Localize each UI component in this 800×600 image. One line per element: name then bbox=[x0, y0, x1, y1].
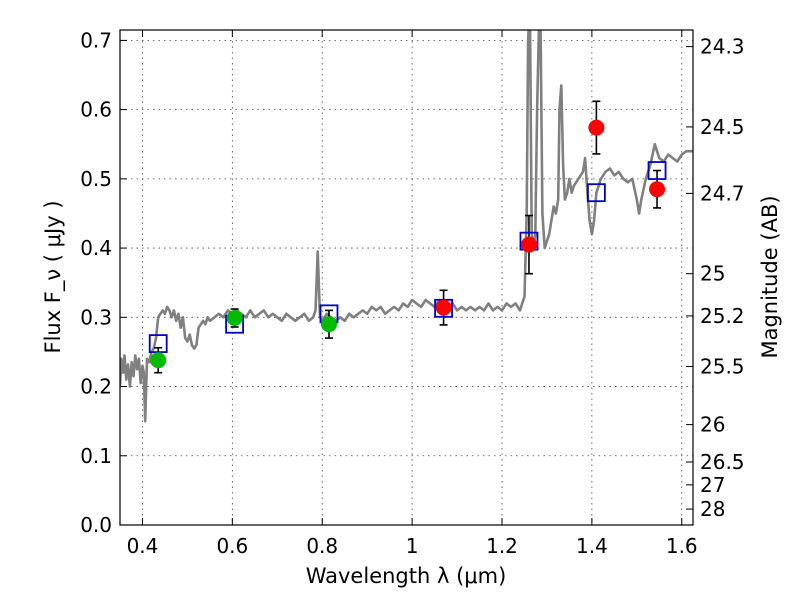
right-y-tick-label: 26.5 bbox=[700, 450, 745, 474]
x-tick-label: 0.6 bbox=[216, 534, 248, 558]
right-y-tick-label: 24.5 bbox=[700, 115, 745, 139]
axes-group: 0.4 0.6 0.8 1 1.2 1.4 1.6 0.0 0.1 0.2 0.3 0.4 0.5 0.6… bbox=[80, 28, 744, 558]
photometry-circle-marker bbox=[226, 310, 243, 326]
y-tick-label: 0.1 bbox=[80, 444, 112, 468]
photometry-circle-marker bbox=[435, 299, 452, 316]
x-tick-label: 1 bbox=[406, 534, 419, 558]
right-y-tick-label: 24.7 bbox=[700, 181, 745, 205]
y-tick-label: 0.5 bbox=[80, 167, 112, 191]
x-tick-label: 0.4 bbox=[127, 534, 159, 558]
y-tick-label: 0.2 bbox=[80, 375, 112, 399]
right-y-axis-label: Magnitude (AB) bbox=[758, 195, 782, 358]
grid-lines bbox=[120, 30, 693, 526]
y-axis-label: Flux F_ν ( μJy ) bbox=[41, 200, 66, 353]
photometry-circle-marker bbox=[320, 316, 337, 333]
photometry-square-marker bbox=[148, 334, 168, 354]
x-axis-label: Wavelength λ (μm) bbox=[306, 564, 507, 588]
right-y-tick-label: 25.5 bbox=[700, 354, 745, 378]
y-tick-label: 0.4 bbox=[80, 236, 112, 260]
photometry-circle-marker bbox=[588, 119, 605, 136]
photometry-circle-marker bbox=[520, 236, 537, 253]
photometry-square-marker bbox=[586, 183, 606, 203]
x-tick-label: 1.2 bbox=[486, 534, 518, 558]
y-tick-label: 0.0 bbox=[80, 513, 112, 537]
right-y-tick-label: 25.2 bbox=[700, 304, 745, 328]
right-y-tick-label: 28 bbox=[700, 497, 725, 521]
x-tick-label: 1.6 bbox=[666, 534, 698, 558]
model-spectrum-line bbox=[120, 30, 693, 423]
photometry-circle-marker bbox=[649, 181, 666, 198]
plot-frame bbox=[119, 29, 694, 526]
right-y-tick-label: 24.3 bbox=[700, 35, 745, 59]
x-tick-label: 1.4 bbox=[576, 534, 608, 558]
photometry-circle-marker bbox=[150, 352, 167, 369]
y-tick-label: 0.6 bbox=[80, 98, 112, 122]
right-y-tick-label: 27 bbox=[700, 473, 725, 497]
model-spectrum-group bbox=[120, 30, 693, 423]
x-tick-label: 0.8 bbox=[306, 534, 338, 558]
right-y-tick-label: 25 bbox=[700, 262, 725, 286]
right-y-tick-label: 26 bbox=[700, 413, 725, 437]
y-tick-label: 0.7 bbox=[80, 28, 112, 52]
y-tick-label: 0.3 bbox=[80, 305, 112, 329]
photometry-square-marker bbox=[647, 161, 667, 180]
marker-group bbox=[148, 119, 667, 369]
